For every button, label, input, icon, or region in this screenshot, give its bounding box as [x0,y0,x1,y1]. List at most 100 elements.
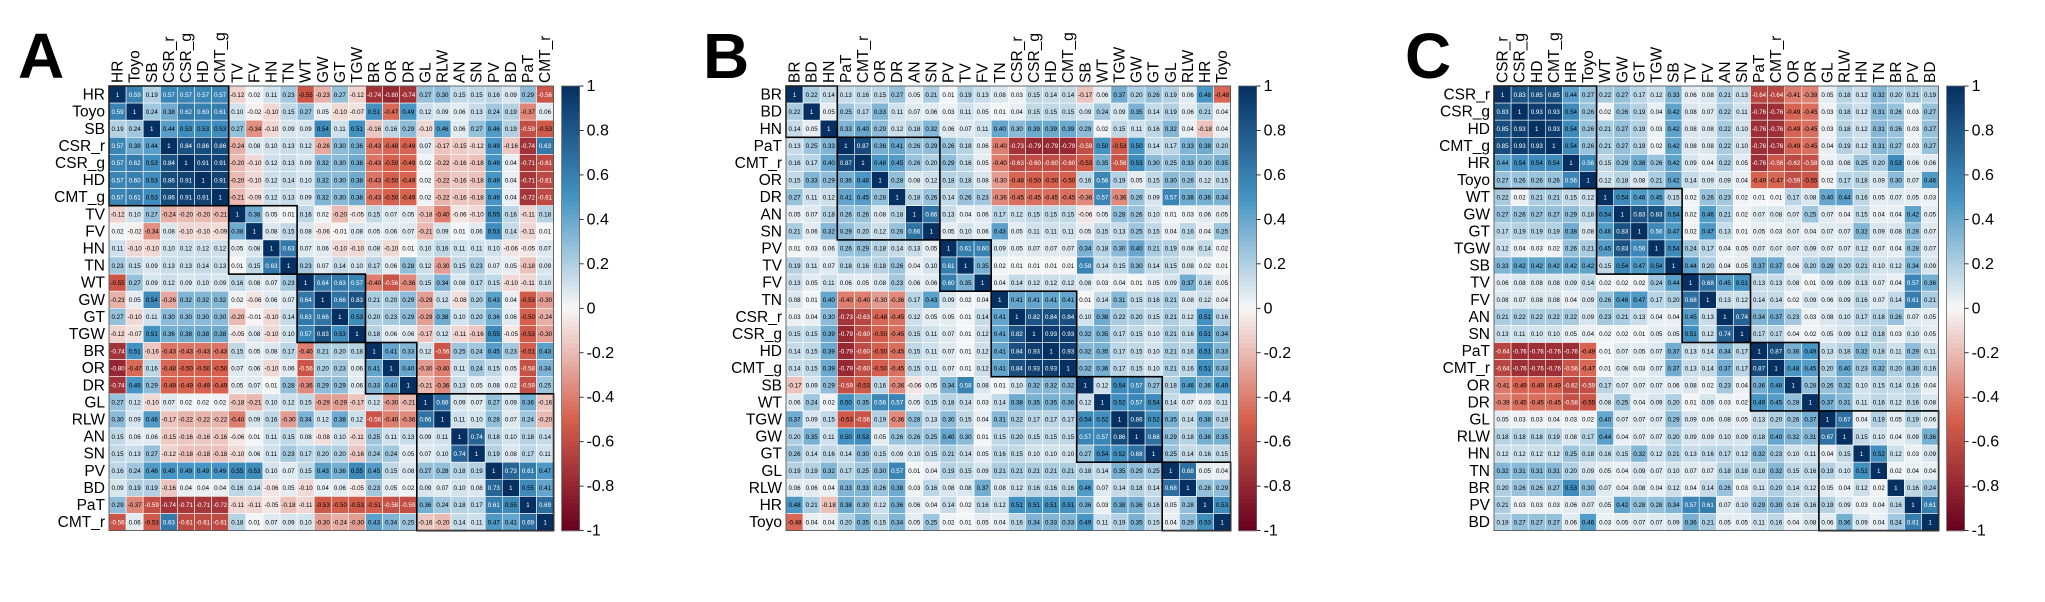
cell-value-label: -0.64 [1495,365,1510,372]
cell-value-label: 0.29 [334,382,347,389]
colorbar-segment [1946,148,1965,154]
cell-value-label: 0.15 [1045,211,1058,218]
cell-value-label: 0.05 [505,365,518,372]
colorbar-segment [1946,188,1965,194]
cell-value-label: 0.32 [1079,331,1092,338]
cell-value-label: 0.17 [1582,434,1595,441]
cell-value-label: 0.63 [163,519,176,526]
cell-value-label: 0.19 [1216,417,1229,424]
cell-value-label: -0.53 [1078,160,1093,167]
colorbar-tick-label: -0.8 [1972,478,2000,495]
cell-value-label: 0.03 [1907,126,1920,133]
colorbar-segment [561,197,580,203]
cell-value-label: 0.06 [248,451,261,458]
colorbar-segment [1946,241,1965,247]
cell-value-label: -0.58 [521,365,536,372]
cell-value-label: 0.55 [488,211,501,218]
cell-value-label: 0.15 [488,280,501,287]
cell-value-label: 1 [338,314,342,321]
cell-value-label: 0.12 [265,177,278,184]
cell-value-label: 0.22 [1497,194,1510,201]
cell-value-label: 0.16 [1890,502,1903,509]
cell-value-label: 0.14 [197,263,210,270]
cell-value-label: 0.32 [1873,92,1886,99]
colorbar-tick-label: 0 [587,300,596,317]
column-label: GL [417,62,434,83]
cell-value-label: 0.10 [163,246,176,253]
colorbar-segment [1946,508,1965,514]
cell-value-label: 0.19 [1633,109,1646,116]
cell-value-label: -0.07 [350,109,365,116]
colorbar-segment [1946,397,1965,403]
cell-value-label: 0.42 [1531,263,1544,270]
cell-value-label: 0.12 [180,246,193,253]
cell-value-label: 0.36 [1079,502,1092,509]
cell-value-label: 0.05 [1736,160,1749,167]
cell-value-label: 0.03 [1199,400,1212,407]
colorbar-segment [561,303,580,309]
cell-value-label: 0.09 [505,92,518,99]
cell-value-label: 1 [810,109,814,116]
cell-value-label: 0.57 [891,400,904,407]
colorbar-segment [561,468,580,474]
column-label: TGW [349,46,366,83]
cell-value-label: 0.37 [1719,365,1732,372]
cell-value-label: 0.06 [1182,92,1195,99]
cell-value-label: 0.29 [925,143,938,150]
cell-value-label: 0.06 [1787,263,1800,270]
cell-value-label: 0.07 [419,451,432,458]
column-label: Toyo [127,50,144,83]
cell-value-label: 0.02 [402,485,415,492]
cell-value-label: 0.04 [806,519,819,526]
cell-value-label: 0.09 [1633,468,1646,475]
cell-value-label: 0.12 [1856,109,1869,116]
cell-value-label: 0.04 [1821,451,1834,458]
cell-value-label: 0.39 [1062,126,1075,133]
cell-value-label: 0.33 [402,348,415,355]
cell-value-label: 0.03 [1514,502,1527,509]
row-label: CMT_r [735,155,782,172]
cell-value-label: -0.53 [856,382,871,389]
cell-value-label: 0.03 [1531,246,1544,253]
cell-value-label: 0.15 [1856,211,1869,218]
cell-value-label: 0.35 [1045,400,1058,407]
cell-value-label: 0.14 [1770,297,1783,304]
cell-value-label: 0.55 [488,331,501,338]
cell-value-label: 0.14 [1685,177,1698,184]
cell-value-label: 0.04 [1514,246,1527,253]
cell-value-label: 0.12 [1890,263,1903,270]
cell-value-label: 0.16 [1182,229,1195,236]
cell-value-label: 0.46 [1633,194,1646,201]
cell-value-label: 0.11 [471,246,483,253]
cell-value-label: 0.38 [1096,314,1109,321]
row-label: BD [1468,514,1490,531]
colorbar-segment [1238,241,1257,247]
cell-value-label: 0.29 [857,246,870,253]
cell-value-label: -0.64 [1752,92,1767,99]
column-label: TN [992,62,1009,83]
colorbar-segment [1238,86,1257,92]
cell-value-label: 0.43 [994,229,1007,236]
cell-value-label: 0.04 [1011,109,1024,116]
cell-value-label: 0.07 [317,263,330,270]
cell-value-label: 0.08 [1804,194,1817,201]
colorbar-segment [1946,117,1965,123]
cell-value-label: -0.05 [350,211,365,218]
cell-value-label: 0.08 [248,280,261,287]
cell-value-label: 0.17 [1113,331,1126,338]
colorbar-segment [1238,410,1257,416]
cell-value-label: 1 [861,160,865,167]
cell-value-label: 0.45 [891,160,904,167]
colorbar-segment [1238,459,1257,465]
cell-value-label: -0.53 [316,502,331,509]
cell-value-label: 1 [1843,434,1847,441]
cell-value-label: 0.05 [231,382,244,389]
cell-value-label: 0.29 [1565,211,1578,218]
cell-value-label: -0.30 [384,400,399,407]
row-label: OR [82,360,105,377]
colorbar-segment [561,183,580,189]
cell-value-label: 0.02 [419,194,432,201]
colorbar-segment [561,348,580,354]
cell-value-label: -0.11 [248,502,262,509]
cell-value-label: -0.49 [213,382,228,389]
